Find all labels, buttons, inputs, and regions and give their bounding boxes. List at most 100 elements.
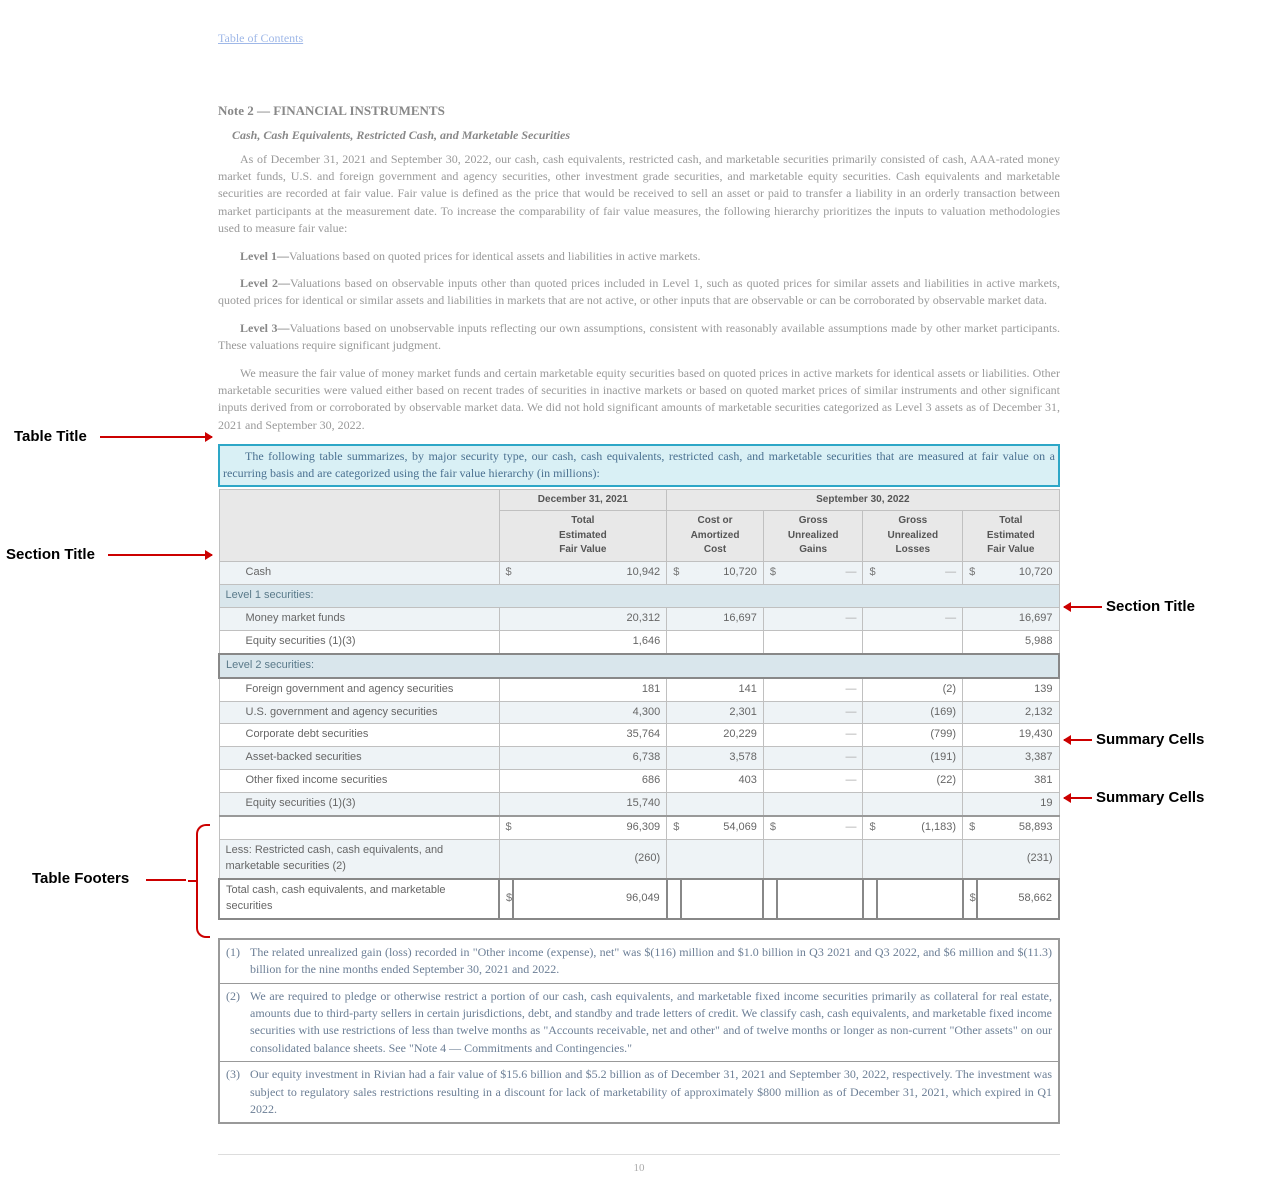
summary-cell [681, 879, 764, 919]
cell [681, 630, 764, 653]
annotation-section-title-label-right: Section Title [1106, 598, 1195, 615]
annotation-summary-cells-label-2: Summary Cells [1096, 789, 1204, 806]
row-label: Total cash, cash equivalents, and market… [219, 879, 499, 919]
table-row: Equity securities (1)(3) 1,646 5,988 [219, 630, 1059, 653]
row-label: Asset-backed securities [219, 747, 499, 770]
currency-symbol: $ [963, 561, 977, 584]
note-heading: Note 2 — FINANCIAL INSTRUMENTS [218, 102, 1060, 121]
annotation-table-title-label: Table Title [14, 428, 87, 445]
row-label [219, 816, 499, 839]
cell: — [877, 607, 963, 630]
table-row: Foreign government and agency securities… [219, 678, 1059, 701]
annotation-summary-cells-label-1: Summary Cells [1096, 731, 1204, 748]
cell: (169) [877, 701, 963, 724]
cell: — [777, 607, 863, 630]
summary-row: Total cash, cash equivalents, and market… [219, 879, 1059, 919]
row-label: Cash [219, 561, 499, 584]
col-header: Total Estimated Fair Value [963, 511, 1059, 562]
summary-cell: 58,893 [977, 816, 1059, 839]
annotation-arrow [1064, 797, 1092, 799]
cell: 139 [977, 678, 1059, 701]
level-2-text: Valuations based on observable inputs ot… [218, 276, 1060, 307]
table-row: Equity securities (1)(3) 15,740 19 [219, 793, 1059, 816]
cell: 5,988 [977, 630, 1059, 653]
cell: 15,740 [513, 793, 667, 816]
cell: 141 [681, 678, 764, 701]
financial-table: December 31, 2021 September 30, 2022 Tot… [218, 489, 1060, 920]
row-label: Foreign government and agency securities [219, 678, 499, 701]
summary-cell: 54,069 [681, 816, 764, 839]
table-row: U.S. government and agency securities 4,… [219, 701, 1059, 724]
currency-symbol: $ [863, 561, 877, 584]
summary-row: $96,309 $54,069 $— $(1,183) $58,893 [219, 816, 1059, 839]
level-2-definition: Level 2—Valuations based on observable i… [218, 275, 1060, 310]
date-header: September 30, 2022 [667, 489, 1059, 511]
footnote: (3) Our equity investment in Rivian had … [220, 1062, 1058, 1122]
row-label: U.S. government and agency securities [219, 701, 499, 724]
paragraph: We measure the fair value of money marke… [218, 365, 1060, 435]
level-3-text: Valuations based on unobservable inputs … [218, 321, 1060, 352]
col-header: Total Estimated Fair Value [499, 511, 667, 562]
cell: (231) [977, 840, 1059, 879]
cell [777, 793, 863, 816]
footnote: (2) We are required to pledge or otherwi… [220, 984, 1058, 1063]
currency-symbol: $ [763, 561, 777, 584]
cell: 35,764 [513, 724, 667, 747]
currency-symbol: $ [667, 561, 681, 584]
cell: 381 [977, 770, 1059, 793]
summary-cell: 58,662 [977, 879, 1059, 919]
footnote-text: Our equity investment in Rivian had a fa… [250, 1066, 1052, 1118]
summary-cell [777, 879, 863, 919]
footnote-number: (3) [226, 1066, 250, 1118]
date-header: December 31, 2021 [499, 489, 667, 511]
toc-link[interactable]: Table of Contents [218, 31, 303, 45]
cell: 686 [513, 770, 667, 793]
cell: 403 [681, 770, 764, 793]
annotation-brace-tail [146, 879, 186, 881]
cell [877, 630, 963, 653]
section-title-row: Level 1 securities: [219, 584, 1059, 607]
cell: 1,646 [513, 630, 667, 653]
row-label: Equity securities (1)(3) [219, 630, 499, 653]
section-title: Level 1 securities: [219, 584, 1059, 607]
table-row: Other fixed income securities 686 403 — … [219, 770, 1059, 793]
currency-symbol: $ [499, 561, 513, 584]
cell: — [777, 678, 863, 701]
level-1-definition: Level 1—Valuations based on quoted price… [218, 248, 1060, 265]
note-subtitle: Cash, Cash Equivalents, Restricted Cash,… [232, 127, 1060, 144]
cell: 20,312 [513, 607, 667, 630]
level-1-label: Level 1— [240, 249, 289, 263]
cell: — [777, 770, 863, 793]
cell: — [777, 561, 863, 584]
annotation-brace [196, 824, 210, 938]
cell [777, 840, 863, 879]
footnote-number: (1) [226, 944, 250, 979]
table-title: The following table summarizes, by major… [218, 444, 1060, 487]
cell: 16,697 [681, 607, 764, 630]
document-page: Table of Contents Note 2 — FINANCIAL INS… [218, 30, 1060, 1177]
cell: 2,301 [681, 701, 764, 724]
cell: 3,578 [681, 747, 764, 770]
annotation-section-title-label-left: Section Title [6, 546, 95, 563]
summary-cell: (1,183) [877, 816, 963, 839]
row-label: Less: Restricted cash, cash equivalents,… [219, 840, 499, 879]
summary-cell: — [777, 816, 863, 839]
table-row: Money market funds 20,312 16,697 — — 16,… [219, 607, 1059, 630]
section-title: Level 2 securities: [219, 654, 1059, 678]
cell: (191) [877, 747, 963, 770]
cell: 2,132 [977, 701, 1059, 724]
currency-symbol: $ [863, 816, 877, 839]
annotation-table-footers-label: Table Footers [32, 870, 129, 887]
footnote-text: We are required to pledge or otherwise r… [250, 988, 1052, 1058]
cell: — [777, 701, 863, 724]
cell: — [777, 747, 863, 770]
row-label: Other fixed income securities [219, 770, 499, 793]
annotation-arrow [1064, 739, 1092, 741]
footnote-text: The related unrealized gain (loss) recor… [250, 944, 1052, 979]
cell: (2) [877, 678, 963, 701]
annotation-arrow [108, 554, 212, 556]
cell: 6,738 [513, 747, 667, 770]
row-label: Equity securities (1)(3) [219, 793, 499, 816]
footnote: (1) The related unrealized gain (loss) r… [220, 940, 1058, 984]
cell: (799) [877, 724, 963, 747]
